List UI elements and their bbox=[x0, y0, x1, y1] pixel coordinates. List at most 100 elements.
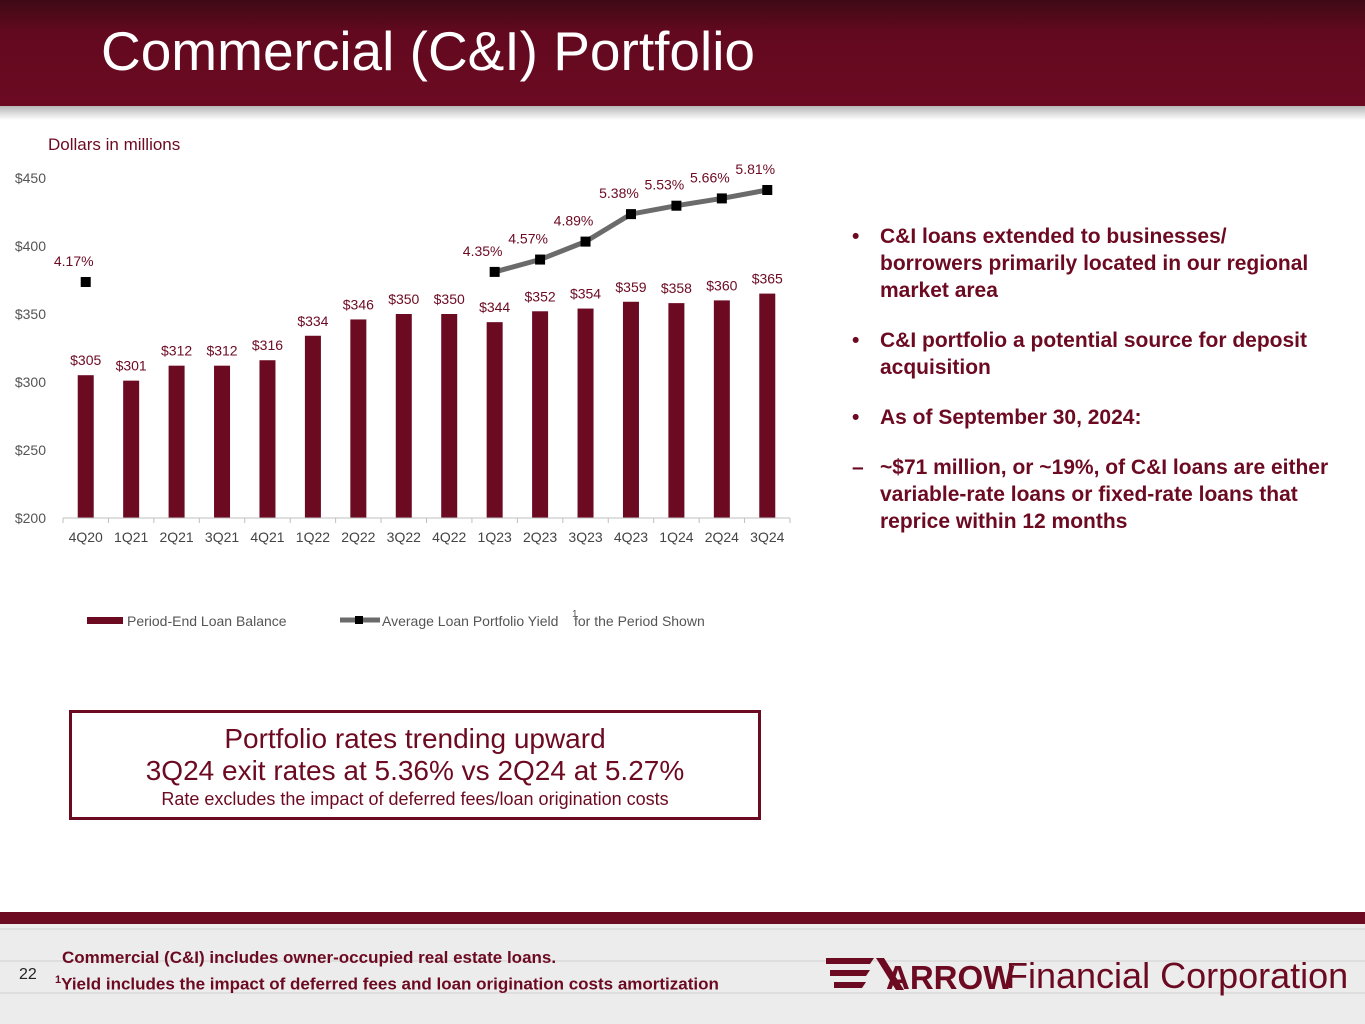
bar-value-label: $305 bbox=[70, 352, 101, 368]
x-tick-label: 4Q23 bbox=[614, 529, 648, 545]
bullet-text: As of September 30, 2024: bbox=[880, 406, 1142, 429]
dash-mark: – bbox=[852, 456, 864, 479]
bar bbox=[168, 365, 185, 518]
bar bbox=[395, 314, 412, 518]
legend-line-marker bbox=[355, 616, 363, 624]
bar-value-label: $358 bbox=[661, 280, 692, 296]
bar-value-label: $316 bbox=[252, 337, 283, 353]
yield-value-label: 4.89% bbox=[554, 213, 594, 229]
footnote-yield-text: Yield includes the impact of deferred fe… bbox=[61, 974, 719, 994]
footnote-marker: 1 bbox=[55, 974, 62, 986]
x-tick-label: 1Q22 bbox=[296, 529, 330, 545]
x-tick-label: 2Q22 bbox=[341, 529, 375, 545]
bullet-item: • As of September 30, 2024: bbox=[852, 404, 1332, 431]
yield-marker bbox=[80, 277, 91, 287]
x-tick-label: 1Q23 bbox=[478, 529, 512, 545]
x-tick-label: 2Q21 bbox=[159, 529, 193, 545]
arrow-logo-mark-icon bbox=[826, 958, 904, 990]
x-tick-label: 4Q20 bbox=[69, 529, 103, 545]
x-tick-label: 3Q24 bbox=[750, 529, 784, 545]
x-tick-label: 1Q24 bbox=[659, 529, 693, 545]
bar bbox=[304, 335, 321, 518]
bar-value-label: $301 bbox=[116, 358, 147, 374]
bullet-mark: • bbox=[852, 225, 860, 248]
bar bbox=[622, 301, 639, 518]
footnote-ci: Commercial (C&I) includes owner-occupied… bbox=[62, 948, 557, 967]
bar-value-label: $344 bbox=[479, 299, 510, 315]
bar bbox=[759, 293, 776, 518]
yield-marker bbox=[762, 185, 773, 195]
bullet-item: • C&I loans extended to businesses/ borro… bbox=[852, 223, 1332, 304]
bar bbox=[668, 303, 685, 518]
chart-svg: Dollars in millions $200 $250 $300 $350 $400… bbox=[15, 135, 791, 629]
yield-line-series: 4.17% 4.35% 4.57% 4.89% 5.38% 5.53% 5.66% 5.81% bbox=[54, 161, 775, 287]
page-number: 22 bbox=[19, 966, 37, 983]
yield-marker bbox=[625, 209, 636, 220]
x-tick-label: 2Q23 bbox=[523, 529, 557, 545]
legend-superscript: 1 bbox=[572, 609, 578, 620]
yield-value-label: 4.35% bbox=[463, 243, 503, 259]
yield-value-label: 5.53% bbox=[645, 177, 685, 193]
y-axis: $200 $250 $300 $350 $400 $450 bbox=[15, 170, 46, 526]
bullet-item: – ~$71 million, or ~19%, of C&I loans are… bbox=[852, 454, 1332, 535]
y-tick-label: $350 bbox=[15, 306, 46, 322]
footnote-yield: 1Yield includes the impact of deferred f… bbox=[55, 969, 719, 996]
callout-note: Rate excludes the impact of deferred fee… bbox=[161, 789, 669, 809]
bar-value-label: $354 bbox=[570, 286, 601, 302]
legend-bar-label: Period-End Loan Balance bbox=[127, 613, 287, 629]
legend: Period-End Loan Balance Average Loan Port… bbox=[87, 609, 705, 629]
bullet-text: ~$71 million, or ~19%, of C&I loans are … bbox=[880, 456, 1329, 533]
x-tick-label: 4Q21 bbox=[250, 529, 284, 545]
bar bbox=[532, 311, 549, 518]
bar-value-label: $359 bbox=[615, 279, 646, 295]
bar-value-label: $352 bbox=[525, 288, 556, 304]
x-tick-label: 3Q23 bbox=[568, 529, 602, 545]
y-tick-label: $400 bbox=[15, 238, 46, 254]
yield-marker bbox=[716, 193, 727, 204]
bar-series: $305 $301 $312 $312 $316 $334 $346 $350 $350 $344… bbox=[70, 271, 783, 518]
legend-line-label: Average Loan Portfolio Yield bbox=[382, 613, 558, 629]
bar bbox=[350, 319, 367, 518]
callout-box: Portfolio rates trending upward 3Q24 exi… bbox=[69, 710, 761, 820]
y-tick-label: $300 bbox=[15, 374, 46, 390]
bar-value-label: $350 bbox=[388, 291, 419, 307]
x-tick-label: 2Q24 bbox=[705, 529, 739, 545]
chart-subtitle: Dollars in millions bbox=[48, 135, 180, 154]
header-shadow bbox=[0, 106, 1365, 120]
bullet-item: • C&I portfolio a potential source for de… bbox=[852, 327, 1332, 381]
yield-value-label: 4.17% bbox=[54, 253, 94, 269]
x-axis: 4Q20 1Q21 2Q21 3Q21 4Q21 1Q22 2Q22 3Q22 4Q22 1Q23… bbox=[62, 517, 791, 545]
bar-value-label: $365 bbox=[752, 271, 783, 287]
callout-rates: 3Q24 exit rates at 5.36% vs 2Q24 at 5.27… bbox=[145, 755, 685, 786]
slide-title: Commercial (C&I) Portfolio bbox=[101, 20, 756, 82]
footer-bar bbox=[0, 912, 1365, 924]
bar-value-label: $346 bbox=[343, 296, 374, 312]
chart: Dollars in millions $200 $250 $300 $350 $400… bbox=[0, 130, 800, 650]
bar bbox=[214, 365, 231, 518]
footnotes: Commercial (C&I) includes owner-occupied… bbox=[55, 946, 719, 996]
yield-marker bbox=[580, 236, 591, 247]
yield-value-label: 5.66% bbox=[690, 169, 730, 185]
bullet-mark: • bbox=[852, 329, 860, 352]
bullet-text: C&I portfolio a potential source for dep… bbox=[880, 329, 1308, 379]
yield-value-label: 4.57% bbox=[508, 231, 548, 247]
bar bbox=[577, 308, 594, 518]
bar bbox=[259, 360, 276, 518]
y-tick-label: $200 bbox=[15, 510, 46, 526]
x-tick-label: 3Q22 bbox=[387, 529, 421, 545]
yield-value-label: 5.38% bbox=[599, 185, 639, 201]
header-bar bbox=[0, 0, 1365, 106]
x-tick-label: 4Q22 bbox=[432, 529, 466, 545]
bar bbox=[486, 322, 503, 518]
y-tick-label: $450 bbox=[15, 170, 46, 186]
bar-value-label: $312 bbox=[206, 343, 237, 359]
arrow-logo: ARROW bbox=[826, 958, 1015, 996]
bar bbox=[123, 380, 140, 518]
bar bbox=[77, 375, 94, 518]
x-tick-label: 1Q21 bbox=[114, 529, 148, 545]
x-tick-label: 3Q21 bbox=[205, 529, 239, 545]
bar-value-label: $334 bbox=[297, 313, 328, 329]
y-tick-label: $250 bbox=[15, 442, 46, 458]
bar-value-label: $360 bbox=[706, 277, 737, 293]
yield-marker bbox=[535, 254, 546, 265]
